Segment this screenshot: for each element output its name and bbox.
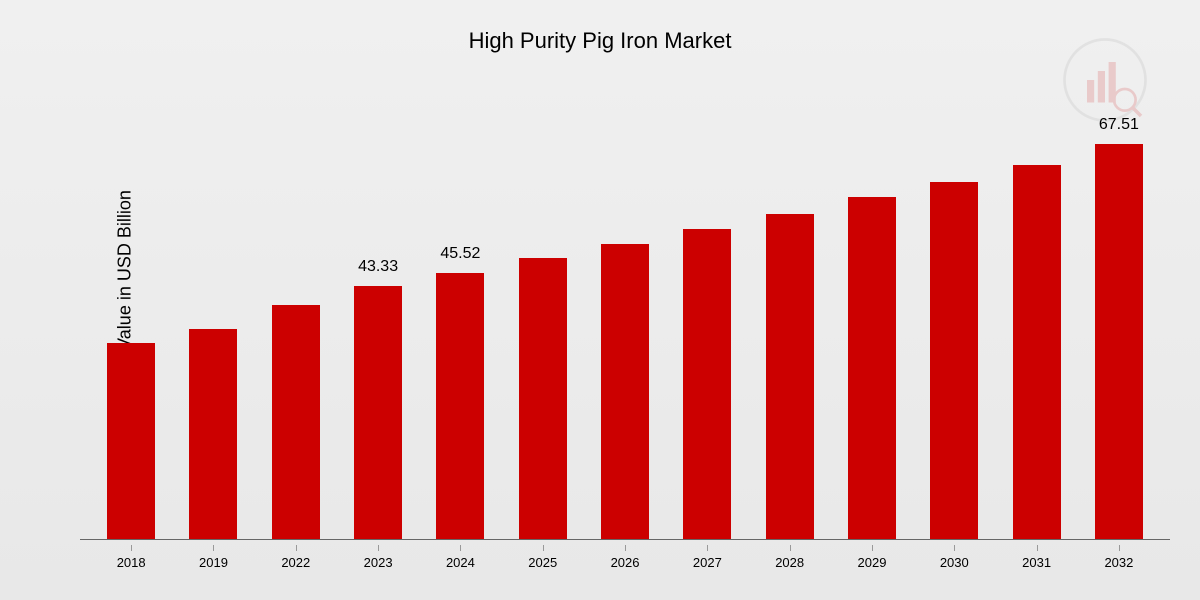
bar-wrapper [666, 100, 748, 540]
bar [601, 244, 649, 540]
bars-container: 43.33 45.52 67.51 [80, 100, 1170, 540]
baseline [80, 539, 1170, 540]
x-axis-tick: 2032 [1078, 555, 1160, 570]
bar-wrapper [995, 100, 1077, 540]
x-axis-tick: 2018 [90, 555, 172, 570]
chart-container: High Purity Pig Iron Market Market Value… [0, 0, 1200, 600]
x-axis-tick: 2028 [749, 555, 831, 570]
x-axis-tick: 2029 [831, 555, 913, 570]
bar [436, 273, 484, 540]
bar-wrapper: 45.52 [419, 100, 501, 540]
bar-value-label: 43.33 [358, 258, 398, 276]
x-axis-tick: 2024 [419, 555, 501, 570]
x-axis-tick: 2031 [995, 555, 1077, 570]
bar-wrapper [584, 100, 666, 540]
bar [766, 214, 814, 540]
bar [1095, 144, 1143, 540]
bar [848, 197, 896, 540]
bar [519, 258, 567, 540]
bar-wrapper [172, 100, 254, 540]
bar-wrapper [502, 100, 584, 540]
x-axis-tick: 2023 [337, 555, 419, 570]
x-axis-tick: 2030 [913, 555, 995, 570]
bar-wrapper [913, 100, 995, 540]
plot-area: 43.33 45.52 67.51 [80, 100, 1170, 540]
bar [930, 182, 978, 540]
bar-value-label: 67.51 [1099, 116, 1139, 134]
bar-wrapper [90, 100, 172, 540]
bar [272, 305, 320, 540]
bar-wrapper: 67.51 [1078, 100, 1160, 540]
bar-wrapper: 43.33 [337, 100, 419, 540]
x-axis-tick: 2025 [502, 555, 584, 570]
x-axis-tick: 2026 [584, 555, 666, 570]
bar-wrapper [749, 100, 831, 540]
x-axis-tick: 2022 [255, 555, 337, 570]
bar-wrapper [831, 100, 913, 540]
x-axis: 2018201920222023202420252026202720282029… [80, 555, 1170, 570]
bar [107, 343, 155, 540]
bar [189, 329, 237, 540]
x-axis-tick: 2027 [666, 555, 748, 570]
bar-value-label: 45.52 [440, 245, 480, 263]
bar [354, 286, 402, 540]
x-axis-tick: 2019 [172, 555, 254, 570]
bar [1013, 165, 1061, 540]
bar [683, 229, 731, 540]
chart-title: High Purity Pig Iron Market [0, 0, 1200, 54]
bar-wrapper [255, 100, 337, 540]
